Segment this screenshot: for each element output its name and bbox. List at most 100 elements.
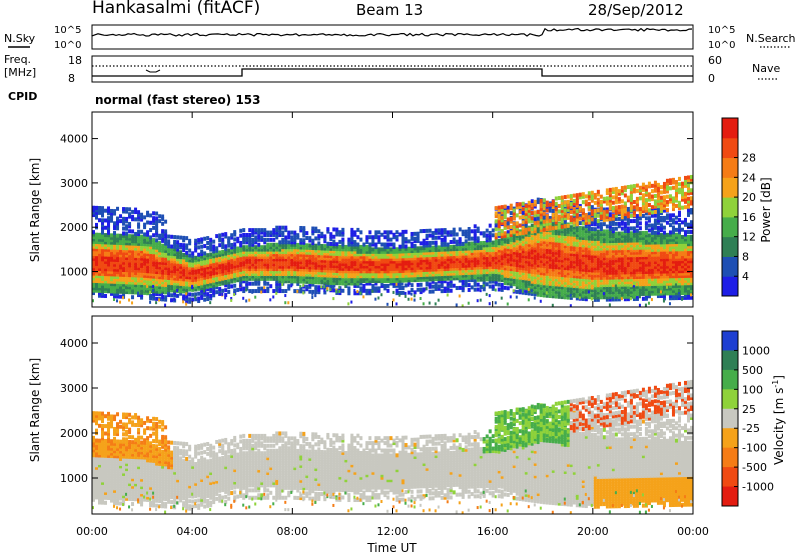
power-cell [302,262,306,267]
power-cell [494,238,498,243]
power-cell [389,264,393,269]
power-cell [119,294,123,299]
power-cell [398,286,402,291]
power-cell [134,263,138,268]
power-cell [494,257,498,262]
power-cell [302,238,306,243]
power-cell [227,280,231,285]
power-cell [329,246,333,251]
power-cell [458,237,462,242]
power-cell [206,294,210,299]
power-cell [332,271,336,276]
power-cell [113,226,117,231]
power-cell [137,224,141,229]
power-cell [173,288,177,293]
power-cell [179,279,183,284]
power-cell [248,228,252,233]
power-cell [389,266,393,271]
power-cell [269,259,273,264]
power-cell [257,250,261,255]
power-cell [470,241,474,246]
power-cell [137,291,140,295]
power-cell [614,226,618,231]
power-cell [149,293,153,298]
power-cell [164,251,168,256]
power-cell [308,243,312,248]
power-cell [356,247,360,252]
power-cell [287,284,291,289]
power-cell [317,285,321,290]
power-cell [536,210,540,215]
power-cell [308,282,312,287]
power-cell [434,243,438,248]
power-cell [233,288,237,293]
power-cell [248,262,252,267]
power-cell [518,290,521,294]
power-cell [305,284,309,289]
power-cell [497,248,501,253]
power-cell [374,244,378,249]
power-cell [464,258,468,263]
power-cell [395,269,399,274]
power-cell [227,248,231,253]
power-cell [182,269,186,274]
power-cell [272,264,276,269]
power-cell [485,255,489,260]
power-cell [290,240,294,245]
power-cell [416,251,420,256]
power-cell [227,260,231,265]
power-cell [428,262,432,267]
power-cell [260,250,264,255]
power-cell [434,284,438,289]
power-cell [332,249,336,254]
power-cell [383,247,387,252]
power-cell [113,257,117,262]
power-cell [278,259,282,264]
power-cell [110,213,114,218]
power-cell [164,261,168,266]
power-cell [458,285,462,290]
power-cell [113,233,117,238]
power-cell [467,241,471,246]
power-cell [131,256,135,261]
power-cell [455,259,459,264]
power-cell [362,286,366,291]
power-cell [497,208,501,213]
power-cell [590,217,594,222]
power-cell [431,265,435,270]
power-cell [176,281,180,286]
power-cell [332,276,336,281]
power-cell [188,255,192,260]
power-cell [461,249,465,254]
power-cell [227,241,231,246]
power-cell [128,248,132,253]
power-cell [152,294,156,299]
power-cell [479,243,483,248]
power-cell [404,251,408,256]
power-cell [296,277,300,282]
power-cell [137,212,141,217]
power-cell [206,282,210,287]
power-cell [296,281,300,286]
power-cell [386,254,390,259]
power-cell [365,237,369,242]
power-cell [188,241,192,246]
power-cell [416,248,420,253]
power-cell [101,225,105,230]
power-cell [221,266,225,271]
power-cell [404,266,408,271]
power-cell [311,289,315,294]
power-cell [299,269,303,274]
power-cell [242,286,246,291]
power-cell [197,299,201,304]
power-cell [356,269,360,274]
power-cell [383,249,387,254]
power-cell [449,274,453,279]
power-cell [134,275,138,280]
power-cell [305,275,309,280]
power-cell [131,261,135,266]
power-cell [149,281,153,286]
power-cell [575,193,579,198]
power-cell [296,272,300,277]
power-cell [236,263,240,268]
